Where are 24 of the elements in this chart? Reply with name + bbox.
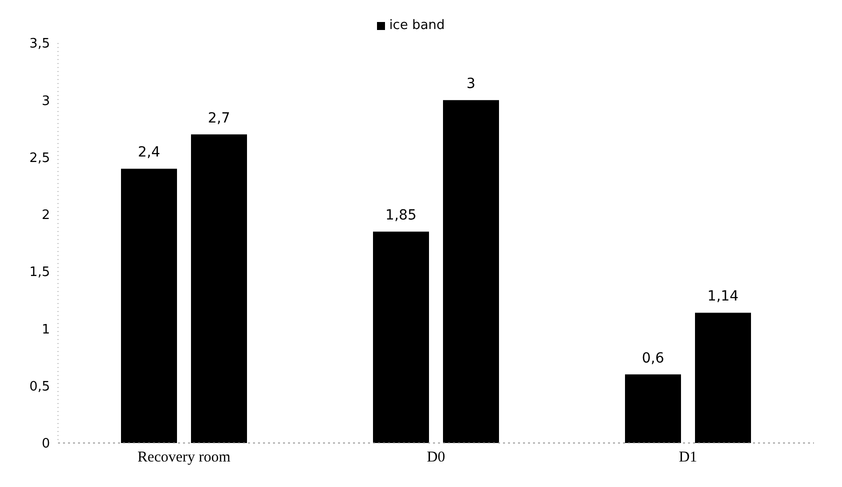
data-label: 1,85	[385, 208, 417, 224]
bar	[373, 232, 429, 443]
y-tick-label: 1	[42, 322, 50, 338]
bar	[625, 374, 681, 443]
bar	[191, 134, 247, 443]
data-label: 1,14	[707, 288, 739, 305]
y-tick-label: 3,5	[29, 36, 50, 52]
x-tick-label: D0	[426, 450, 446, 466]
y-tick-label: 0,5	[29, 379, 50, 394]
bar	[121, 168, 177, 443]
y-tick-label: 2	[42, 208, 50, 224]
y-tick-label: 3	[42, 94, 50, 109]
data-label: 3	[466, 76, 476, 92]
bar	[695, 312, 751, 443]
y-tick-label: 1,5	[29, 265, 50, 280]
x-tick-label: Recovery room	[138, 450, 231, 466]
data-label: 2,4	[138, 144, 160, 161]
bar	[443, 100, 499, 443]
data-label: 2,7	[208, 110, 230, 126]
y-tick-label: 0	[42, 436, 50, 452]
y-tick-label: 2,5	[29, 150, 50, 166]
data-label: 0,6	[642, 350, 664, 366]
legend-label: ice band	[388, 18, 445, 33]
x-tick-label: D1	[678, 450, 698, 466]
